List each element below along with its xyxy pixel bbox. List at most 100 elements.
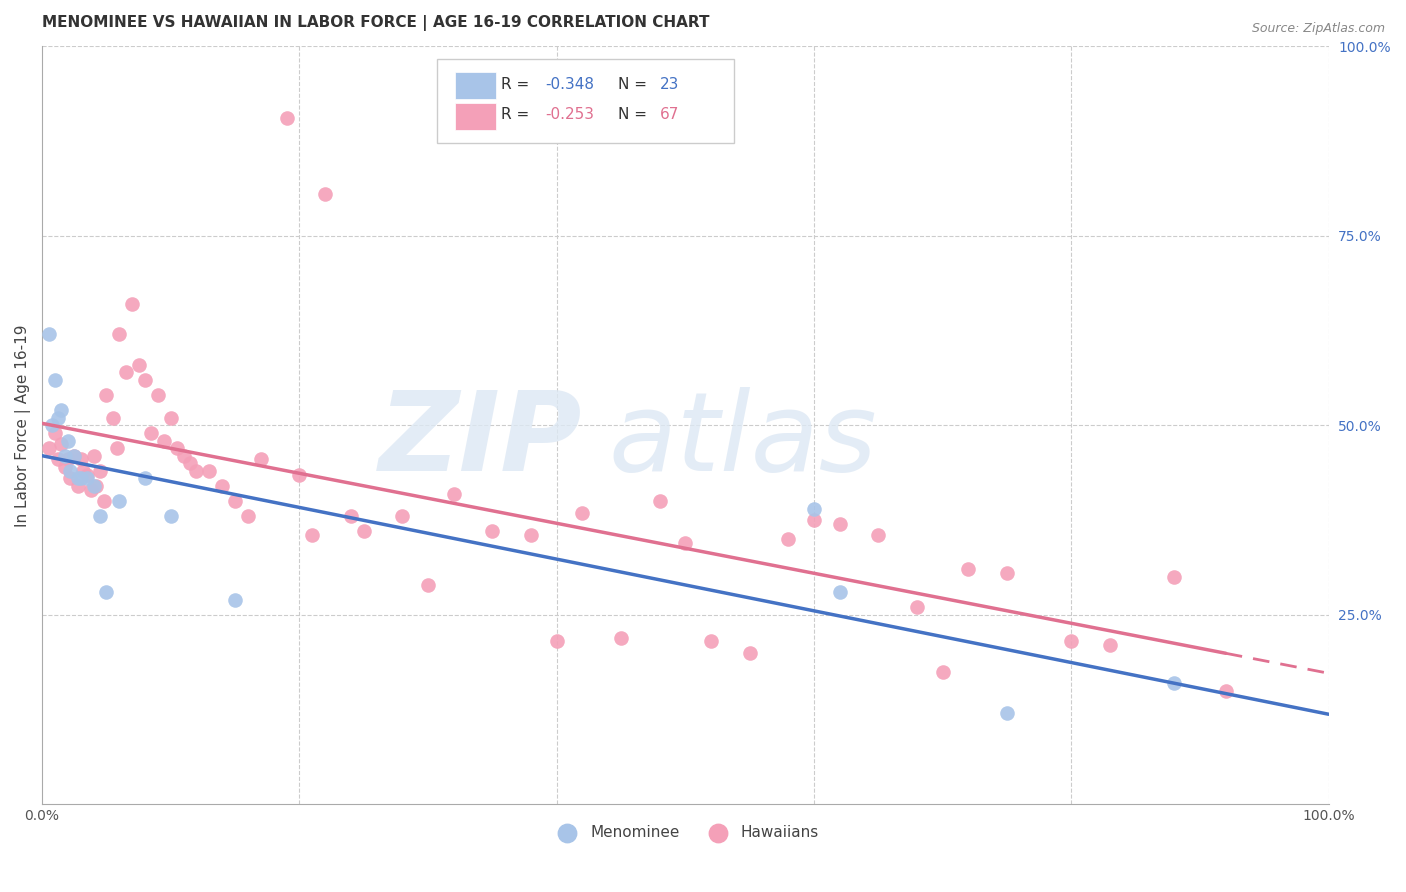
Point bbox=[905, 600, 928, 615]
Point bbox=[159, 509, 181, 524]
Point bbox=[128, 358, 150, 372]
Point bbox=[314, 187, 336, 202]
Point bbox=[51, 437, 73, 451]
Point bbox=[76, 471, 98, 485]
Point bbox=[995, 706, 1018, 721]
Point bbox=[610, 631, 633, 645]
Point bbox=[114, 365, 136, 379]
Point bbox=[89, 509, 111, 524]
Point bbox=[59, 471, 82, 485]
Point bbox=[648, 494, 671, 508]
Point bbox=[108, 494, 131, 508]
Text: -0.348: -0.348 bbox=[546, 77, 595, 92]
Point bbox=[276, 112, 298, 126]
Point bbox=[38, 441, 60, 455]
Text: ZIP: ZIP bbox=[380, 387, 582, 494]
Point bbox=[1060, 634, 1083, 648]
Point bbox=[121, 297, 143, 311]
Point bbox=[89, 464, 111, 478]
Point bbox=[673, 536, 696, 550]
Point bbox=[224, 494, 246, 508]
Point bbox=[51, 403, 73, 417]
Point bbox=[198, 464, 221, 478]
Point bbox=[778, 532, 800, 546]
Point bbox=[67, 479, 90, 493]
Text: MENOMINEE VS HAWAIIAN IN LABOR FORCE | AGE 16-19 CORRELATION CHART: MENOMINEE VS HAWAIIAN IN LABOR FORCE | A… bbox=[42, 15, 710, 31]
Text: 23: 23 bbox=[659, 77, 679, 92]
Text: Source: ZipAtlas.com: Source: ZipAtlas.com bbox=[1251, 22, 1385, 36]
Text: R =: R = bbox=[502, 77, 534, 92]
Point bbox=[93, 494, 115, 508]
Point bbox=[69, 452, 91, 467]
Point bbox=[146, 388, 169, 402]
Point bbox=[1163, 570, 1185, 584]
Point bbox=[520, 528, 543, 542]
FancyBboxPatch shape bbox=[456, 103, 496, 130]
Point bbox=[224, 592, 246, 607]
Point bbox=[96, 388, 118, 402]
Point bbox=[63, 449, 86, 463]
FancyBboxPatch shape bbox=[456, 72, 496, 100]
Point bbox=[957, 562, 980, 576]
Text: R =: R = bbox=[502, 107, 534, 122]
Point bbox=[571, 506, 593, 520]
Point bbox=[134, 373, 156, 387]
Point bbox=[134, 471, 156, 485]
Point bbox=[44, 425, 66, 440]
Point bbox=[443, 486, 465, 500]
Point bbox=[353, 524, 375, 539]
Point bbox=[46, 452, 69, 467]
Point bbox=[101, 410, 124, 425]
Point bbox=[69, 471, 91, 485]
Point bbox=[211, 479, 233, 493]
Point bbox=[828, 585, 851, 599]
Text: N =: N = bbox=[619, 107, 652, 122]
Point bbox=[56, 434, 79, 448]
Point bbox=[53, 449, 76, 463]
Point bbox=[72, 464, 94, 478]
Y-axis label: In Labor Force | Age 16-19: In Labor Force | Age 16-19 bbox=[15, 324, 31, 526]
Point bbox=[59, 464, 82, 478]
Point bbox=[250, 452, 273, 467]
Point bbox=[236, 509, 259, 524]
Point bbox=[96, 585, 118, 599]
Point bbox=[546, 634, 568, 648]
Point bbox=[738, 646, 761, 660]
Point bbox=[105, 441, 128, 455]
Legend: Menominee, Hawaiians: Menominee, Hawaiians bbox=[546, 819, 825, 846]
Point bbox=[995, 566, 1018, 581]
Point bbox=[153, 434, 176, 448]
Point bbox=[803, 501, 825, 516]
Point bbox=[1215, 683, 1237, 698]
Point bbox=[80, 483, 103, 497]
Point bbox=[173, 449, 195, 463]
Point bbox=[1163, 676, 1185, 690]
Point bbox=[83, 449, 105, 463]
Point bbox=[76, 467, 98, 482]
Point bbox=[67, 471, 90, 485]
Point bbox=[56, 452, 79, 467]
Point bbox=[166, 441, 188, 455]
Point bbox=[46, 410, 69, 425]
Point bbox=[44, 373, 66, 387]
Point bbox=[803, 513, 825, 527]
Point bbox=[63, 449, 86, 463]
Point bbox=[481, 524, 503, 539]
Point bbox=[159, 410, 181, 425]
Text: atlas: atlas bbox=[609, 387, 877, 494]
Point bbox=[828, 516, 851, 531]
Point bbox=[301, 528, 323, 542]
Point bbox=[868, 528, 890, 542]
FancyBboxPatch shape bbox=[437, 60, 734, 144]
Text: N =: N = bbox=[619, 77, 652, 92]
Point bbox=[179, 456, 201, 470]
Text: -0.253: -0.253 bbox=[546, 107, 595, 122]
Point bbox=[141, 425, 163, 440]
Point bbox=[340, 509, 363, 524]
Point bbox=[84, 479, 107, 493]
Point bbox=[1098, 638, 1121, 652]
Point bbox=[416, 577, 439, 591]
Point bbox=[41, 418, 63, 433]
Text: 67: 67 bbox=[659, 107, 679, 122]
Point bbox=[931, 665, 953, 679]
